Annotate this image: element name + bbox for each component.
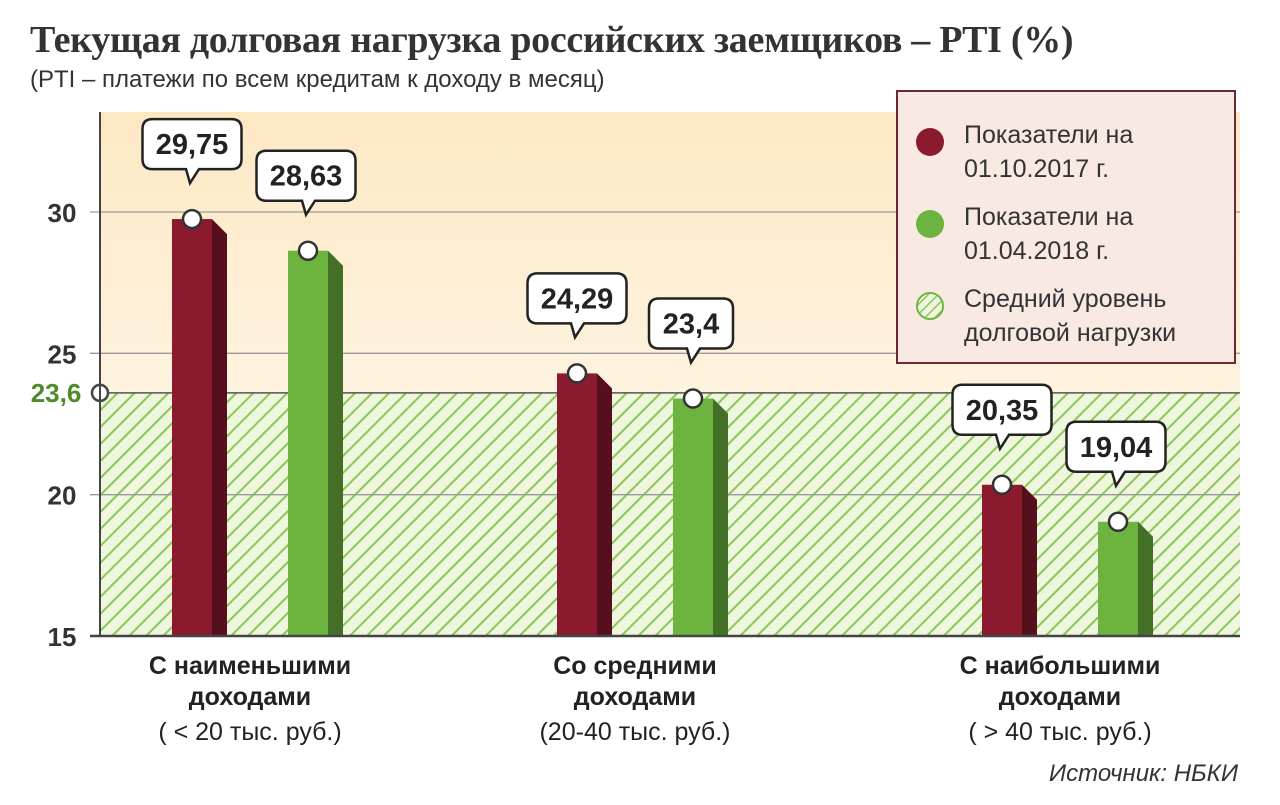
value-marker	[682, 388, 704, 409]
bar-side	[212, 219, 227, 637]
legend-label-2018: Показатели на 01.04.2018 г.	[964, 203, 1134, 265]
data-label: 24,29	[541, 283, 614, 315]
bar-side	[328, 250, 343, 636]
legend-item-2017: Показатели на 01.10.2017 г.	[916, 118, 1224, 186]
value-callout	[255, 149, 357, 218]
bar	[557, 373, 597, 636]
red-circle-icon	[916, 128, 944, 156]
x-category-note: ( < 20 тыс. руб.)	[158, 718, 341, 746]
value-marker	[297, 240, 319, 261]
legend-label-average: Средний уровень долговой нагрузки	[964, 285, 1177, 347]
bar	[982, 484, 1022, 636]
x-category-label: Со средними	[553, 652, 717, 680]
x-category-note: (20-40 тыс. руб.)	[539, 718, 730, 746]
y-tick-label: 20	[48, 481, 77, 511]
bar-side	[1022, 484, 1037, 636]
legend-item-average: Средний уровень долговой нагрузки	[916, 282, 1224, 350]
legend: Показатели на 01.10.2017 г. Показатели н…	[896, 90, 1236, 364]
data-label: 28,63	[270, 161, 343, 193]
x-category-label: доходами	[189, 683, 311, 711]
y-tick-label: 25	[48, 339, 77, 369]
legend-item-2018: Показатели на 01.04.2018 г.	[916, 200, 1224, 268]
bar-side	[1138, 521, 1153, 636]
data-label: 20,35	[966, 395, 1039, 427]
bar	[288, 250, 328, 636]
data-label: 23,4	[663, 309, 719, 341]
value-marker	[566, 363, 588, 384]
value-callout	[951, 383, 1053, 452]
green-circle-icon	[916, 210, 944, 238]
bar-side	[597, 373, 612, 636]
bar	[1098, 521, 1138, 636]
x-category-label: доходами	[574, 683, 696, 711]
chart-subtitle: (PTI – платежи по всем кредитам к доходу…	[30, 66, 605, 93]
legend-label-2017: Показатели на 01.10.2017 г.	[964, 121, 1134, 183]
bar	[172, 219, 212, 637]
bar	[673, 398, 713, 636]
x-category-label: С наибольшими	[960, 652, 1161, 680]
average-tick-label: 23,6	[31, 378, 82, 408]
hatched-circle-icon	[916, 292, 944, 320]
value-marker	[181, 208, 203, 230]
value-callout	[526, 272, 628, 341]
y-tick-label: 15	[48, 622, 77, 652]
data-label: 29,75	[156, 129, 229, 161]
data-label: 19,04	[1080, 432, 1153, 464]
y-tick-label: 30	[48, 198, 77, 228]
value-callout	[141, 117, 243, 187]
x-category-label: доходами	[999, 683, 1121, 711]
value-callout	[647, 297, 735, 366]
bar-side	[713, 398, 728, 636]
chart-title: Текущая долговая нагрузка российских зае…	[30, 19, 1074, 61]
value-marker	[991, 474, 1013, 496]
x-category-note: ( > 40 тыс. руб.)	[968, 718, 1151, 746]
value-marker	[1107, 511, 1129, 533]
source-note: Источник: НБКИ	[1048, 760, 1238, 787]
x-category-label: С наименьшими	[149, 652, 351, 680]
value-callout	[1065, 420, 1167, 489]
